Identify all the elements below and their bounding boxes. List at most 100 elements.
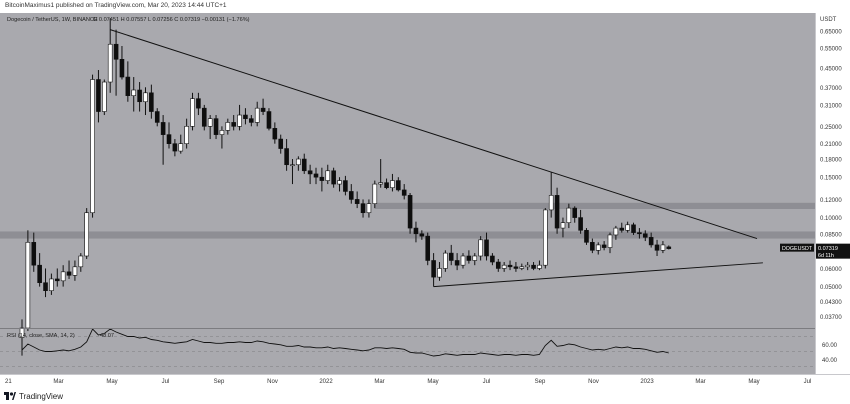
- candle[interactable]: [372, 180, 378, 209]
- candle[interactable]: [266, 108, 272, 131]
- candle[interactable]: [307, 164, 313, 185]
- candle[interactable]: [519, 263, 525, 271]
- candle[interactable]: [513, 262, 519, 272]
- candle[interactable]: [190, 92, 195, 131]
- candle[interactable]: [637, 228, 642, 239]
- candle[interactable]: [107, 18, 113, 93]
- candle[interactable]: [648, 232, 654, 248]
- candle[interactable]: [166, 122, 172, 149]
- candle[interactable]: [143, 87, 148, 116]
- candle[interactable]: [196, 92, 201, 116]
- candle[interactable]: [631, 222, 636, 235]
- candle[interactable]: [501, 262, 507, 272]
- candle[interactable]: [78, 253, 84, 272]
- candle[interactable]: [201, 104, 207, 131]
- candle[interactable]: [407, 192, 413, 234]
- candle[interactable]: [525, 262, 530, 271]
- candle[interactable]: [237, 104, 242, 131]
- candle[interactable]: [49, 273, 54, 295]
- candle[interactable]: [131, 77, 137, 112]
- candle[interactable]: [507, 260, 513, 271]
- candle[interactable]: [290, 159, 295, 185]
- candle[interactable]: [396, 177, 401, 192]
- candle[interactable]: [660, 241, 666, 254]
- time-axis[interactable]: 21 Mar May Jul Sep Nov 2022 Mar May Jul Sep Nov 2023…: [5, 379, 811, 385]
- candle[interactable]: [413, 221, 419, 243]
- candle[interactable]: [390, 173, 395, 192]
- candle[interactable]: [284, 139, 289, 171]
- candle[interactable]: [125, 61, 131, 102]
- candle[interactable]: [625, 221, 630, 233]
- candle[interactable]: [584, 228, 589, 245]
- candle[interactable]: [466, 250, 472, 264]
- candle[interactable]: [213, 115, 219, 140]
- candle[interactable]: [360, 199, 366, 218]
- candle[interactable]: [537, 260, 542, 271]
- candle[interactable]: [384, 178, 389, 190]
- candle[interactable]: [113, 29, 119, 96]
- candle[interactable]: [231, 115, 236, 131]
- candle[interactable]: [437, 262, 442, 281]
- descending-resistance-line[interactable]: [110, 29, 758, 240]
- candle[interactable]: [137, 82, 142, 112]
- candle[interactable]: [72, 260, 78, 281]
- candle[interactable]: [313, 167, 319, 185]
- candle[interactable]: [84, 208, 89, 259]
- ascending-support-line[interactable]: [433, 262, 763, 288]
- candle[interactable]: [119, 46, 125, 80]
- candle[interactable]: [460, 253, 466, 269]
- candle[interactable]: [654, 239, 660, 256]
- candle[interactable]: [401, 184, 407, 200]
- candle[interactable]: [543, 208, 548, 269]
- candle[interactable]: [278, 134, 284, 154]
- candle[interactable]: [448, 244, 454, 266]
- candle[interactable]: [560, 217, 566, 238]
- candle[interactable]: [301, 153, 307, 174]
- candle[interactable]: [531, 262, 536, 271]
- candle[interactable]: [484, 232, 489, 261]
- candle[interactable]: [343, 175, 348, 196]
- candle[interactable]: [454, 253, 460, 271]
- candle[interactable]: [25, 230, 31, 332]
- candle[interactable]: [31, 232, 37, 272]
- candle[interactable]: [378, 159, 383, 188]
- candle[interactable]: [578, 209, 583, 234]
- candle[interactable]: [478, 236, 483, 261]
- candle[interactable]: [595, 242, 601, 255]
- candle[interactable]: [548, 172, 554, 218]
- footer-brand[interactable]: TradingView: [19, 391, 64, 401]
- candle[interactable]: [619, 222, 625, 233]
- candle[interactable]: [260, 98, 266, 116]
- candle[interactable]: [613, 225, 619, 240]
- candle[interactable]: [319, 167, 325, 192]
- candle[interactable]: [348, 184, 354, 204]
- candle[interactable]: [249, 115, 254, 127]
- candle[interactable]: [90, 74, 95, 218]
- candle[interactable]: [495, 258, 501, 272]
- candle[interactable]: [431, 253, 436, 287]
- candle[interactable]: [590, 238, 595, 254]
- candle[interactable]: [37, 253, 42, 287]
- candle[interactable]: [219, 126, 225, 149]
- candle[interactable]: [666, 245, 672, 250]
- candle[interactable]: [96, 70, 101, 123]
- candle[interactable]: [43, 268, 48, 298]
- candle[interactable]: [243, 108, 248, 125]
- candle[interactable]: [154, 108, 160, 127]
- candle[interactable]: [60, 265, 66, 287]
- candle[interactable]: [149, 84, 154, 119]
- candle[interactable]: [272, 122, 278, 144]
- candle[interactable]: [472, 253, 478, 266]
- candle[interactable]: [184, 118, 189, 149]
- candle[interactable]: [554, 187, 560, 234]
- candlesticks[interactable]: [19, 18, 672, 356]
- candle[interactable]: [642, 230, 648, 242]
- candle[interactable]: [225, 118, 231, 135]
- trendlines[interactable]: [110, 29, 763, 288]
- candle[interactable]: [354, 191, 360, 209]
- candle[interactable]: [172, 139, 178, 157]
- candle[interactable]: [572, 206, 578, 223]
- candle[interactable]: [566, 203, 572, 229]
